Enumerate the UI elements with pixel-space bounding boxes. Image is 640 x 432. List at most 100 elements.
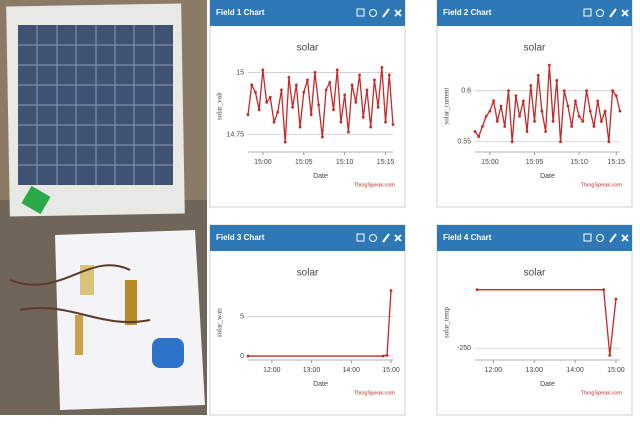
data-point [380, 66, 384, 69]
data-point [555, 79, 559, 82]
data-line [248, 290, 392, 357]
x-tick-label: 14:00 [566, 367, 584, 374]
data-point [381, 354, 385, 358]
data-point [302, 90, 306, 94]
data-point [510, 140, 514, 144]
data-point [343, 93, 347, 97]
x-axis-label: Date [540, 381, 555, 388]
y-tick-label: 0.55 [457, 139, 471, 146]
data-point [477, 135, 481, 139]
data-point [551, 119, 555, 123]
data-point [544, 130, 548, 133]
x-tick-label: 15:00 [607, 367, 625, 374]
x-tick-label: 12:00 [263, 367, 281, 374]
data-point [280, 88, 283, 92]
data-point [614, 94, 618, 98]
data-point [391, 123, 395, 127]
x-tick-label: 15:15 [377, 159, 395, 166]
y-axis-label: solar_current [443, 87, 451, 124]
y-tick-label: 14.75 [226, 131, 244, 138]
x-tick-label: 15:10 [570, 159, 588, 166]
data-point [373, 78, 376, 82]
data-point [475, 288, 479, 292]
data-point [592, 125, 596, 128]
data-point [384, 120, 387, 124]
data-point [488, 109, 492, 113]
x-tick-label: 15:00 [481, 159, 499, 166]
data-point [324, 88, 328, 92]
data-point [291, 105, 295, 109]
data-point [577, 114, 581, 118]
data-point [265, 100, 268, 104]
data-point [585, 89, 588, 93]
y-axis-label: solar_temp [443, 306, 451, 338]
data-point [473, 130, 477, 133]
panel-title: Field 2 Chart [443, 8, 492, 17]
x-tick-label: 12:00 [485, 367, 503, 374]
credit: ThingSpeak.com [581, 182, 623, 188]
data-point [559, 140, 562, 144]
data-point [276, 110, 280, 114]
data-point [588, 109, 592, 113]
data-line [247, 67, 394, 143]
data-point [499, 104, 503, 108]
data-point [600, 119, 603, 123]
y-axis-label: solar_volt [216, 92, 224, 120]
x-tick-label: 15:00 [382, 367, 400, 374]
panel-bg [436, 0, 633, 208]
chart-title: solar [524, 43, 546, 54]
icon-open [356, 233, 365, 242]
data-point [320, 135, 324, 139]
icon-close [621, 9, 629, 17]
panel-header [210, 0, 405, 26]
icon-open [583, 233, 592, 242]
data-point [495, 119, 499, 123]
data-point [385, 353, 389, 357]
data-point [602, 288, 606, 292]
icon-comment [596, 9, 604, 17]
data-point [261, 68, 265, 72]
data-point [287, 76, 291, 79]
panel-bg [436, 224, 633, 416]
data-point [547, 63, 551, 67]
data-point [611, 89, 614, 93]
data-point [540, 109, 544, 113]
data-point [573, 99, 577, 103]
data-point [603, 109, 607, 113]
x-tick-label: 15:05 [526, 159, 544, 166]
data-point [268, 95, 272, 99]
data-point [328, 80, 332, 84]
data-point [298, 125, 302, 129]
data-point [518, 114, 522, 118]
x-axis-label: Date [540, 173, 555, 180]
data-point [492, 99, 495, 103]
x-axis-label: Date [313, 381, 328, 388]
panel-bg [209, 224, 406, 416]
panel-header [210, 225, 405, 251]
x-tick-label: 13:00 [303, 367, 321, 374]
icon-open [356, 8, 365, 17]
chart-title: solar [297, 268, 319, 279]
chart-panel: Field 3 Chart solar 0 5 12:00 13:00 14:00 15:00… [209, 224, 406, 416]
y-tick-label: 15 [236, 69, 244, 76]
credit: ThingSpeak.com [354, 390, 396, 396]
data-point [618, 109, 622, 113]
icon-edit [382, 233, 390, 243]
data-point [562, 89, 566, 93]
y-tick-label: 0.6 [461, 88, 471, 95]
data-point [313, 71, 317, 74]
icon-close [621, 234, 629, 242]
data-point [566, 104, 570, 108]
data-point [257, 108, 261, 112]
chart-panel: Field 4 Chart solar -250 12:00 13:00 14:00 15:… [436, 224, 633, 416]
data-point [354, 100, 358, 104]
credit: ThingSpeak.com [581, 390, 623, 396]
icon-close [394, 9, 402, 17]
data-point [607, 140, 611, 144]
x-axis-label: Date [313, 173, 328, 180]
chart-panel: Field 2 Chart solar 0.55 0.6 15:00 15:05 15:10… [436, 0, 633, 208]
data-point [306, 78, 309, 82]
y-tick-label: -250 [457, 345, 471, 352]
panel-title: Field 3 Chart [216, 233, 265, 242]
credit: ThingSpeak.com [354, 182, 396, 188]
